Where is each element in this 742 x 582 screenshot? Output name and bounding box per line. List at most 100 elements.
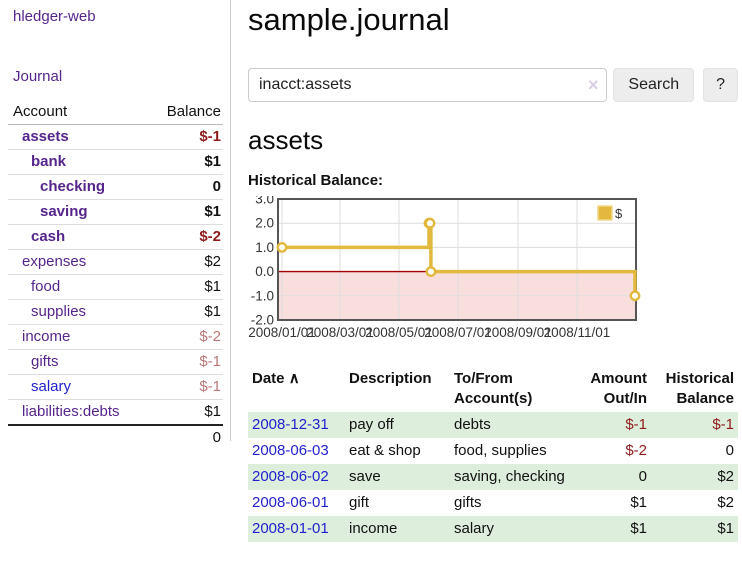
svg-text:2008/07/01: 2008/07/01: [424, 325, 492, 340]
accounts-total-value: 0: [147, 424, 223, 450]
register-row: 2008-12-31 pay off debts $-1 $-1: [248, 412, 738, 438]
svg-text:3.0: 3.0: [255, 196, 274, 207]
account-link-cash[interactable]: cash: [31, 228, 66, 245]
register-header-amount: Amount Out/In: [590, 370, 647, 407]
accounts-table: Account Balance assets $-1 bank $1 check…: [8, 100, 223, 450]
sidebar-item-journal[interactable]: Journal: [13, 68, 63, 85]
account-balance: $1: [147, 399, 223, 426]
transaction-accounts: food, supplies: [454, 442, 547, 459]
transaction-date-link[interactable]: 2008-06-03: [252, 442, 329, 459]
account-balance: 0: [147, 174, 223, 200]
page-title: sample.journal: [248, 2, 450, 37]
register-row: 2008-06-01 gift gifts $1 $2: [248, 490, 738, 516]
account-link-supplies[interactable]: supplies: [31, 303, 87, 320]
account-link-assets[interactable]: assets: [22, 128, 69, 145]
transaction-balance: $2: [717, 468, 734, 485]
transaction-accounts: gifts: [454, 494, 482, 511]
register-row: 2008-06-03 eat & shop food, supplies $-2…: [248, 438, 738, 464]
account-link-liabilities-debts[interactable]: liabilities:debts: [22, 403, 120, 420]
account-balance: $-2: [147, 324, 223, 350]
account-link-food[interactable]: food: [31, 278, 61, 295]
svg-text:2008/05/01: 2008/05/01: [365, 325, 433, 340]
account-row-checking: checking 0: [8, 174, 223, 200]
transaction-accounts: debts: [454, 416, 491, 433]
account-row-income: income $-2: [8, 324, 223, 350]
transaction-description: pay off: [349, 416, 394, 433]
search-form: × Search ?: [248, 68, 738, 102]
app-brand-link[interactable]: hledger-web: [13, 8, 96, 25]
accounts-header-balance: Balance: [147, 100, 223, 125]
transaction-amount: $-2: [625, 442, 647, 459]
svg-text:0.0: 0.0: [255, 264, 274, 279]
account-link-expenses[interactable]: expenses: [22, 253, 87, 270]
transaction-amount: $-1: [625, 416, 647, 433]
account-balance: $-2: [147, 224, 223, 250]
account-row-supplies: supplies $1: [8, 299, 223, 325]
svg-text:2008/11/01: 2008/11/01: [544, 325, 611, 340]
transaction-amount: $1: [630, 520, 647, 537]
transaction-accounts: salary: [454, 520, 495, 537]
transaction-amount: 0: [638, 468, 647, 485]
svg-text:2008/09/01: 2008/09/01: [484, 325, 552, 340]
transaction-balance: $2: [717, 494, 734, 511]
chart-legend: $: [597, 205, 623, 221]
account-link-gifts[interactable]: gifts: [31, 353, 59, 370]
transaction-accounts: saving, checking: [454, 468, 565, 485]
sort-ascending-icon: ∧: [288, 370, 300, 387]
account-row-bank: bank $1: [8, 149, 223, 175]
svg-text:-2.0: -2.0: [251, 313, 274, 328]
transaction-description: save: [349, 468, 381, 485]
chart-title: Historical Balance:: [248, 172, 384, 189]
svg-text:2.0: 2.0: [255, 216, 274, 231]
transaction-balance: $1: [717, 520, 734, 537]
transaction-amount: $1: [630, 494, 647, 511]
register-row: 2008-06-02 save saving, checking 0 $2: [248, 464, 738, 490]
account-balance: $-1: [147, 349, 223, 375]
register-table: Date ∧ Description To/From Account(s) Am…: [248, 366, 738, 542]
transaction-description: eat & shop: [349, 442, 421, 459]
account-row-assets: assets $-1: [8, 124, 223, 150]
search-input[interactable]: [248, 68, 608, 102]
account-row-food: food $1: [8, 274, 223, 300]
transaction-date-link[interactable]: 2008-06-02: [252, 468, 329, 485]
svg-text:2008/01/01: 2008/01/01: [248, 325, 316, 340]
account-row-saving: saving $1: [8, 199, 223, 225]
account-balance: $1: [147, 199, 223, 225]
transaction-balance: $-1: [712, 416, 734, 433]
accounts-total-row: 0: [8, 424, 223, 450]
account-row-expenses: expenses $2: [8, 249, 223, 275]
accounts-header-account: Account: [8, 100, 148, 125]
transaction-date-link[interactable]: 2008-06-01: [252, 494, 329, 511]
register-header-tofrom: To/From Account(s): [454, 370, 533, 407]
help-button[interactable]: ?: [703, 68, 738, 102]
register-row: 2008-01-01 income salary $1 $1: [248, 516, 738, 542]
account-link-income[interactable]: income: [22, 328, 71, 345]
account-balance: $1: [147, 299, 223, 325]
main-content: sample.journal × Search ? assets Histori…: [248, 0, 738, 542]
account-link-saving[interactable]: saving: [40, 203, 88, 220]
register-header-date[interactable]: Date ∧: [248, 366, 345, 412]
account-link-salary[interactable]: salary: [31, 378, 72, 395]
svg-text:1.0: 1.0: [255, 240, 274, 255]
transaction-date-link[interactable]: 2008-01-01: [252, 520, 329, 537]
account-balance: $1: [147, 149, 223, 175]
balance-chart-svg: $3.0 2.0 1.0 0.0 -1.0 -2.02008/01/012008/03/0…: [248, 192, 641, 340]
balance-chart: $3.0 2.0 1.0 0.0 -1.0 -2.0 2008/01/01 2008/03/0…: [248, 192, 738, 353]
date-header-label: Date: [252, 370, 285, 387]
account-link-checking[interactable]: checking: [40, 178, 106, 195]
account-row-liabilities-debts: liabilities:debts $1: [8, 399, 223, 426]
account-balance: $1: [147, 274, 223, 300]
account-row-gifts: gifts $-1: [8, 349, 223, 375]
account-heading: assets: [248, 125, 324, 155]
clear-search-icon[interactable]: ×: [588, 75, 599, 95]
register-header-historical: Historical Balance: [665, 370, 734, 407]
transaction-balance: 0: [725, 442, 734, 459]
svg-text:-1.0: -1.0: [251, 288, 274, 303]
account-row-salary: salary $-1: [8, 374, 223, 400]
account-link-bank[interactable]: bank: [31, 153, 67, 170]
register-header-row: Date ∧ Description To/From Account(s) Am…: [248, 366, 738, 412]
transaction-description: gift: [349, 494, 370, 511]
transaction-date-link[interactable]: 2008-12-31: [252, 416, 329, 433]
svg-text:2008/03/01: 2008/03/01: [306, 325, 374, 340]
search-button[interactable]: Search: [613, 68, 695, 102]
